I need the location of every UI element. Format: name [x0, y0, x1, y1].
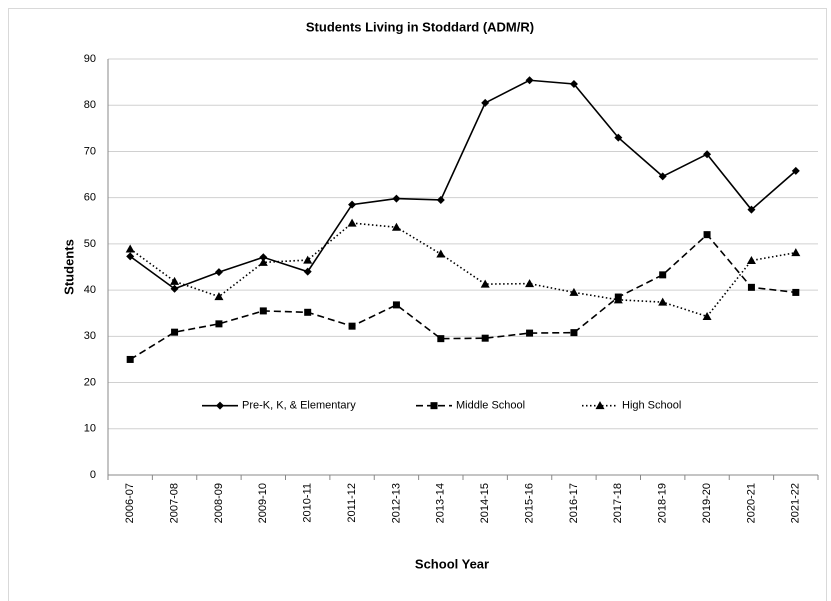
x-tick-label: 2006-07 — [124, 483, 136, 523]
series-marker — [659, 271, 667, 279]
legend-marker — [216, 401, 224, 410]
series-marker — [392, 301, 400, 309]
x-tick-label: 2010-11 — [302, 483, 314, 523]
legend-label: High School — [622, 400, 681, 412]
series-marker — [791, 166, 800, 175]
series-marker — [436, 249, 446, 258]
legend-marker — [430, 402, 438, 410]
series-marker — [658, 297, 668, 306]
series-marker — [348, 200, 357, 209]
series-marker — [171, 328, 179, 336]
series-marker — [525, 76, 534, 85]
series-marker — [347, 218, 357, 227]
series-marker — [747, 205, 756, 214]
series-marker — [125, 244, 135, 253]
series-marker — [747, 283, 755, 291]
chart-frame — [8, 8, 827, 601]
y-tick-label: 0 — [90, 469, 96, 481]
x-tick-label: 2016-17 — [568, 483, 580, 523]
series-marker — [215, 320, 223, 328]
x-tick-label: 2009-10 — [257, 483, 269, 523]
series-marker — [214, 268, 223, 277]
y-tick-label: 40 — [84, 284, 96, 296]
x-tick-label: 2008-09 — [213, 483, 225, 523]
series-marker — [525, 279, 535, 288]
series-marker — [570, 329, 578, 337]
legend-marker — [595, 401, 605, 410]
series-marker — [259, 307, 267, 315]
series-marker — [392, 194, 401, 203]
legend-label: Pre-K, K, & Elementary — [242, 400, 356, 412]
series-marker — [791, 248, 801, 257]
y-tick-label: 60 — [84, 192, 96, 204]
series-marker — [303, 267, 312, 276]
series-marker — [658, 172, 667, 181]
series-marker — [702, 311, 712, 320]
series-marker — [303, 255, 313, 264]
series-marker — [703, 150, 712, 159]
chart-title: Students Living in Stoddard (ADM/R) — [306, 19, 534, 34]
series-marker — [481, 98, 490, 107]
x-tick-label: 2012-13 — [390, 483, 402, 523]
series-marker — [304, 308, 312, 316]
series-marker — [481, 334, 489, 342]
series-marker — [437, 335, 445, 343]
series-marker — [569, 79, 578, 88]
series-marker — [348, 322, 356, 330]
series-marker — [526, 329, 534, 337]
y-tick-label: 30 — [84, 330, 96, 342]
series-marker — [613, 295, 623, 304]
series-marker — [170, 276, 180, 285]
series-marker — [569, 287, 579, 296]
series-line — [129, 233, 796, 361]
y-axis-label: Students — [61, 239, 76, 295]
x-tick-label: 2020-21 — [745, 483, 757, 523]
series-marker — [126, 252, 135, 261]
x-tick-label: 2019-20 — [701, 483, 713, 523]
series-marker — [258, 257, 268, 266]
x-tick-label: 2007-08 — [168, 483, 180, 523]
x-tick-label: 2014-15 — [479, 483, 491, 523]
x-tick-label: 2018-19 — [657, 483, 669, 523]
series-marker — [614, 133, 623, 142]
x-tick-label: 2013-14 — [435, 483, 447, 523]
series-marker — [703, 231, 711, 239]
series-marker — [126, 355, 134, 363]
y-tick-label: 80 — [84, 99, 96, 111]
series-marker — [214, 292, 224, 301]
y-tick-label: 10 — [84, 423, 96, 435]
x-axis-label: School Year — [415, 556, 489, 571]
series-line — [129, 222, 796, 318]
series-marker — [436, 195, 445, 204]
x-tick-label: 2011-12 — [346, 483, 358, 523]
series-marker — [391, 222, 401, 231]
x-tick-label: 2021-22 — [790, 483, 802, 523]
series-marker — [746, 256, 756, 265]
series-marker — [170, 284, 179, 293]
y-tick-label: 70 — [84, 145, 96, 157]
y-tick-label: 50 — [84, 238, 96, 250]
x-tick-label: 2015-16 — [523, 483, 535, 523]
y-tick-label: 90 — [84, 53, 96, 65]
series-marker — [792, 288, 800, 296]
legend-label: Middle School — [456, 400, 525, 412]
series-line — [129, 79, 797, 290]
y-tick-label: 20 — [84, 376, 96, 388]
series-marker — [259, 253, 268, 262]
x-tick-label: 2017-18 — [612, 483, 624, 523]
series-marker — [480, 279, 490, 288]
